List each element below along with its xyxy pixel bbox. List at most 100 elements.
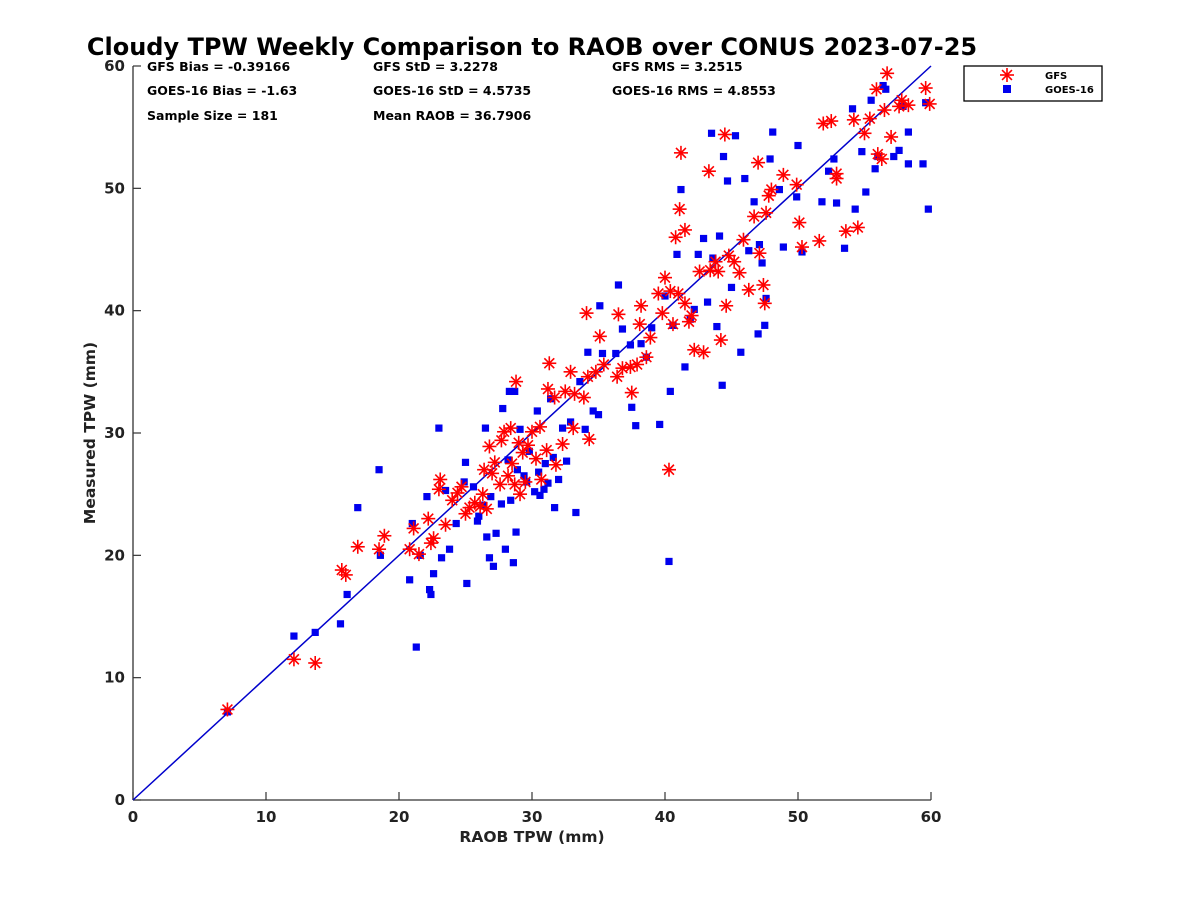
goes-16-point — [626, 341, 635, 349]
goes-16-point — [509, 559, 517, 567]
goes-16-point — [437, 554, 446, 562]
gfs-point — [901, 98, 916, 113]
goes-16-point — [445, 545, 454, 553]
gfs-point — [525, 424, 539, 439]
gfs-point — [658, 270, 672, 285]
goes-16-point — [520, 472, 528, 480]
goes-16-point — [412, 643, 420, 651]
goes-16-point — [882, 85, 890, 93]
y-tick-label: 20 — [104, 546, 125, 564]
y-tick-label: 60 — [104, 57, 125, 75]
x-axis-ticks: 0 10 20 30 40 50 60 — [128, 792, 941, 826]
goes-16-point — [487, 493, 495, 501]
goes-16-point — [703, 298, 712, 306]
goes-16-point — [354, 504, 362, 512]
gfs-point — [596, 357, 611, 372]
goes-16-point — [715, 232, 724, 240]
gfs-point — [338, 567, 353, 582]
gfs-point — [426, 531, 441, 546]
gfs-point — [732, 265, 747, 280]
goes-16-point — [336, 620, 345, 628]
goes-16-point — [562, 457, 571, 465]
gfs-point — [630, 357, 645, 372]
goes-16-point — [830, 155, 838, 163]
stat-gfs-bias: GFS Bias = -0.39166 — [147, 59, 290, 74]
gfs-point — [673, 145, 688, 160]
gfs-point — [540, 381, 555, 396]
goes-16-point — [871, 165, 879, 173]
goes-16-point — [483, 533, 491, 541]
goes-16-point — [469, 483, 478, 491]
gfs-point — [756, 277, 771, 292]
stat-gfs-std: GFS StD = 3.2278 — [373, 59, 498, 74]
gfs-point — [286, 652, 301, 667]
gfs-point — [431, 482, 446, 497]
goes-16-point — [758, 259, 766, 267]
gfs-point — [582, 432, 597, 447]
goes-16-point — [589, 407, 597, 415]
goes-16-point — [858, 148, 866, 156]
gfs-point — [532, 419, 547, 434]
goes-16-point — [824, 167, 833, 175]
gfs-point — [677, 296, 692, 311]
y-axis-ticks: 0 10 20 30 40 50 60 — [104, 57, 141, 809]
goes-16-point — [558, 424, 567, 432]
goes-16-point — [535, 468, 543, 476]
gfs-point — [751, 155, 766, 170]
goes-16-point — [485, 554, 494, 562]
gfs-point — [624, 385, 639, 400]
gfs-point — [717, 127, 732, 142]
goes-16-point — [793, 193, 801, 201]
y-axis-label: Measured TPW (mm) — [81, 342, 99, 524]
goes-16-point — [511, 387, 519, 396]
goes-16-point — [867, 96, 875, 104]
goes-16-point — [677, 185, 685, 194]
legend: GFS GOES-16 — [963, 65, 1103, 102]
gfs-point — [482, 439, 497, 454]
goes-16-point — [566, 418, 575, 426]
goes-16-point — [461, 458, 470, 466]
goes-16-point — [750, 198, 758, 206]
goes-16-point — [512, 528, 520, 536]
gfs-point — [874, 151, 889, 166]
goes-16-point — [637, 340, 645, 348]
gfs-point — [665, 317, 680, 332]
goes-16-point — [818, 198, 826, 206]
gfs-point — [548, 457, 563, 472]
goes-16-point — [501, 545, 509, 553]
goes-16-point — [718, 381, 726, 389]
goes-16-point — [661, 292, 669, 300]
gfs-point — [677, 222, 692, 237]
goes-16-point — [628, 403, 636, 411]
gfs-point — [494, 433, 509, 448]
goes-16-point — [427, 590, 435, 599]
goes-16-point — [375, 466, 383, 474]
gfs-point — [719, 298, 734, 313]
goes-16-point — [452, 519, 460, 528]
gfs-point — [794, 240, 809, 255]
goes-16-point — [895, 146, 903, 155]
gfs-point — [711, 264, 726, 279]
goes-16-point — [463, 579, 471, 588]
gfs-point — [684, 308, 699, 323]
gfs-point — [661, 462, 676, 477]
goes-16-point — [499, 404, 507, 413]
goes-16-point — [741, 174, 749, 183]
gfs-point — [789, 177, 804, 192]
gfs-point — [576, 390, 591, 405]
stat-goes-std: GOES-16 StD = 4.5735 — [373, 83, 531, 98]
gfs-point — [812, 233, 827, 248]
gfs-point — [776, 167, 791, 182]
gfs-point — [479, 501, 494, 516]
goes-16-point — [681, 363, 689, 371]
goes-16-point — [699, 234, 708, 243]
goes-16-point — [376, 551, 384, 559]
gfs-point — [632, 317, 647, 332]
goes-16-point — [924, 205, 932, 213]
stat-gfs-rms: GFS RMS = 3.2515 — [612, 59, 743, 74]
gfs-point — [505, 456, 520, 471]
series-goes-16 — [223, 81, 932, 716]
gfs-point — [752, 246, 767, 261]
y-tick-label: 10 — [104, 669, 125, 687]
gfs-point — [558, 384, 573, 399]
